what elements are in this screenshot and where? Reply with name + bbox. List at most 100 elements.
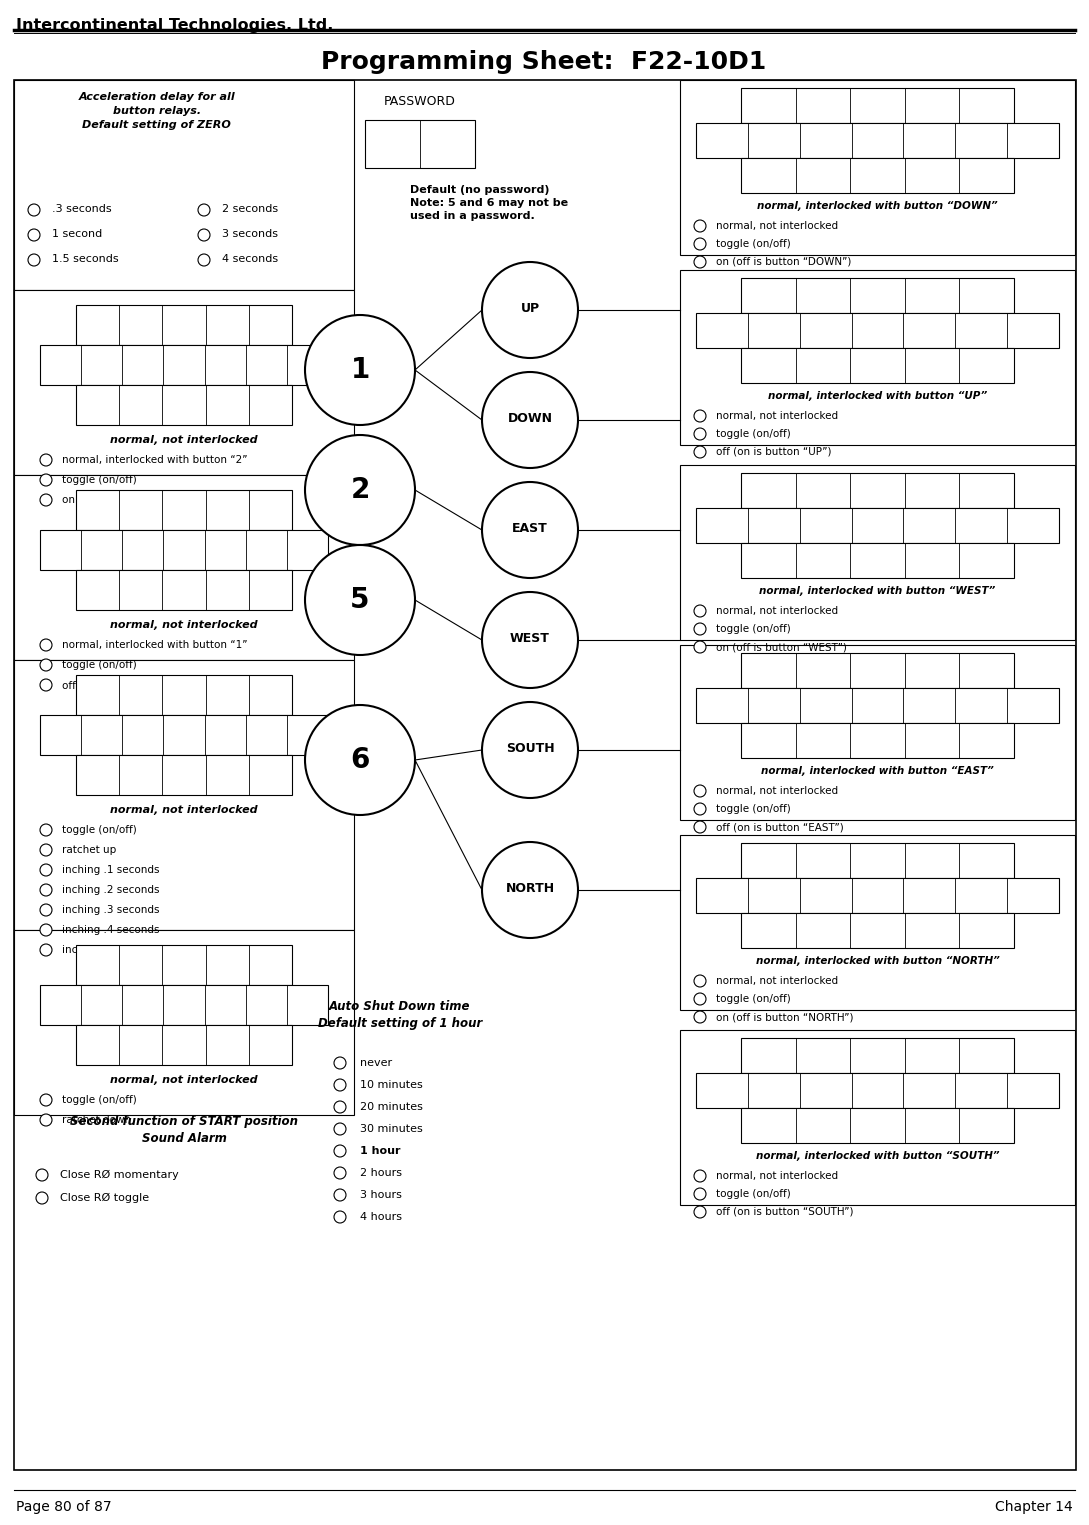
- Circle shape: [694, 820, 706, 833]
- Text: 2: 2: [351, 476, 369, 503]
- Text: UP: UP: [521, 302, 539, 314]
- Circle shape: [40, 865, 52, 875]
- Text: 1: 1: [351, 355, 369, 384]
- Circle shape: [482, 702, 578, 798]
- Text: normal, interlocked with button “SOUTH”: normal, interlocked with button “SOUTH”: [756, 1151, 1000, 1161]
- Circle shape: [482, 262, 578, 358]
- Bar: [741, 348, 1014, 383]
- Bar: [40, 345, 328, 384]
- Text: 6: 6: [351, 746, 369, 775]
- Bar: [696, 688, 1060, 723]
- Bar: [76, 570, 292, 610]
- Bar: [76, 384, 292, 425]
- Bar: [40, 531, 328, 570]
- Text: normal, not interlocked: normal, not interlocked: [110, 805, 258, 814]
- Bar: [680, 270, 1075, 445]
- Text: 30 minutes: 30 minutes: [360, 1124, 423, 1135]
- Text: PASSWORD: PASSWORD: [384, 95, 456, 108]
- Bar: [14, 290, 354, 474]
- Text: on (off is button “NORTH”): on (off is button “NORTH”): [715, 1013, 854, 1022]
- Circle shape: [694, 1206, 706, 1218]
- Bar: [741, 913, 1014, 949]
- Bar: [76, 490, 292, 531]
- Bar: [741, 1039, 1014, 1074]
- Circle shape: [305, 316, 415, 425]
- Circle shape: [694, 238, 706, 250]
- Circle shape: [694, 605, 706, 618]
- Circle shape: [305, 544, 415, 656]
- Text: normal, not interlocked: normal, not interlocked: [110, 621, 258, 630]
- Circle shape: [36, 1170, 48, 1180]
- Circle shape: [40, 1113, 52, 1125]
- Text: 3 seconds: 3 seconds: [222, 229, 278, 239]
- Text: Page 80 of 87: Page 80 of 87: [16, 1501, 112, 1514]
- Bar: [14, 474, 354, 660]
- Bar: [40, 985, 328, 1025]
- Circle shape: [334, 1080, 346, 1090]
- Bar: [76, 946, 292, 985]
- Circle shape: [40, 843, 52, 856]
- Circle shape: [28, 229, 40, 241]
- Text: normal, not interlocked: normal, not interlocked: [715, 412, 839, 421]
- Circle shape: [694, 445, 706, 457]
- Bar: [741, 159, 1014, 194]
- Bar: [680, 1029, 1075, 1205]
- Text: NORTH: NORTH: [505, 881, 554, 895]
- Bar: [741, 653, 1014, 688]
- Bar: [14, 660, 354, 930]
- Bar: [680, 465, 1075, 640]
- Text: off (on is button “EAST”): off (on is button “EAST”): [715, 822, 844, 833]
- Text: 10 minutes: 10 minutes: [360, 1080, 423, 1090]
- Bar: [696, 124, 1060, 159]
- Circle shape: [482, 482, 578, 578]
- Text: normal, interlocked with button “UP”: normal, interlocked with button “UP”: [768, 390, 987, 401]
- Text: DOWN: DOWN: [507, 412, 552, 424]
- Circle shape: [198, 229, 210, 241]
- Bar: [76, 755, 292, 795]
- Bar: [76, 676, 292, 715]
- Circle shape: [305, 435, 415, 544]
- Text: toggle (on/off): toggle (on/off): [715, 429, 791, 439]
- Bar: [741, 543, 1014, 578]
- Bar: [76, 1025, 292, 1064]
- Circle shape: [694, 220, 706, 232]
- Circle shape: [28, 255, 40, 265]
- Circle shape: [28, 204, 40, 217]
- Bar: [680, 645, 1075, 820]
- Circle shape: [198, 204, 210, 217]
- Text: Chapter 14: Chapter 14: [995, 1501, 1073, 1514]
- Circle shape: [36, 1193, 48, 1205]
- Text: off (on is button “UP”): off (on is button “UP”): [715, 447, 832, 458]
- Text: toggle (on/off): toggle (on/off): [62, 660, 137, 669]
- Circle shape: [334, 1145, 346, 1157]
- Circle shape: [40, 904, 52, 917]
- Text: normal, interlocked with button “1”: normal, interlocked with button “1”: [62, 640, 247, 650]
- Circle shape: [694, 1011, 706, 1023]
- Circle shape: [694, 640, 706, 653]
- Text: Close RØ momentary: Close RØ momentary: [60, 1170, 179, 1180]
- Text: toggle (on/off): toggle (on/off): [62, 825, 137, 836]
- Circle shape: [694, 429, 706, 441]
- Text: Acceleration delay for all
button relays.
Default setting of ZERO: Acceleration delay for all button relays…: [78, 92, 235, 130]
- Circle shape: [482, 842, 578, 938]
- Text: toggle (on/off): toggle (on/off): [715, 624, 791, 634]
- Circle shape: [40, 474, 52, 486]
- Circle shape: [40, 824, 52, 836]
- Text: 4 hours: 4 hours: [360, 1212, 402, 1222]
- Text: Programming Sheet:  F22-10D1: Programming Sheet: F22-10D1: [321, 50, 767, 75]
- Text: normal, not interlocked: normal, not interlocked: [715, 976, 839, 987]
- Text: on (off is button “WEST”): on (off is button “WEST”): [715, 642, 847, 653]
- Text: 20 minutes: 20 minutes: [360, 1103, 423, 1112]
- Text: inching .4 seconds: inching .4 seconds: [62, 926, 159, 935]
- Text: inching .2 seconds: inching .2 seconds: [62, 884, 159, 895]
- Text: toggle (on/off): toggle (on/off): [62, 1095, 137, 1106]
- Text: normal, not interlocked: normal, not interlocked: [715, 221, 839, 230]
- Text: toggle (on/off): toggle (on/off): [715, 239, 791, 249]
- Text: 4 seconds: 4 seconds: [222, 255, 278, 264]
- Text: inching .5 seconds: inching .5 seconds: [62, 946, 159, 955]
- Text: Intercontinental Technologies, Ltd.: Intercontinental Technologies, Ltd.: [16, 18, 333, 34]
- Text: normal, interlocked with button “WEST”: normal, interlocked with button “WEST”: [759, 586, 995, 596]
- Text: 1.5 seconds: 1.5 seconds: [52, 255, 119, 264]
- Bar: [696, 1074, 1060, 1109]
- Text: 3 hours: 3 hours: [360, 1190, 402, 1200]
